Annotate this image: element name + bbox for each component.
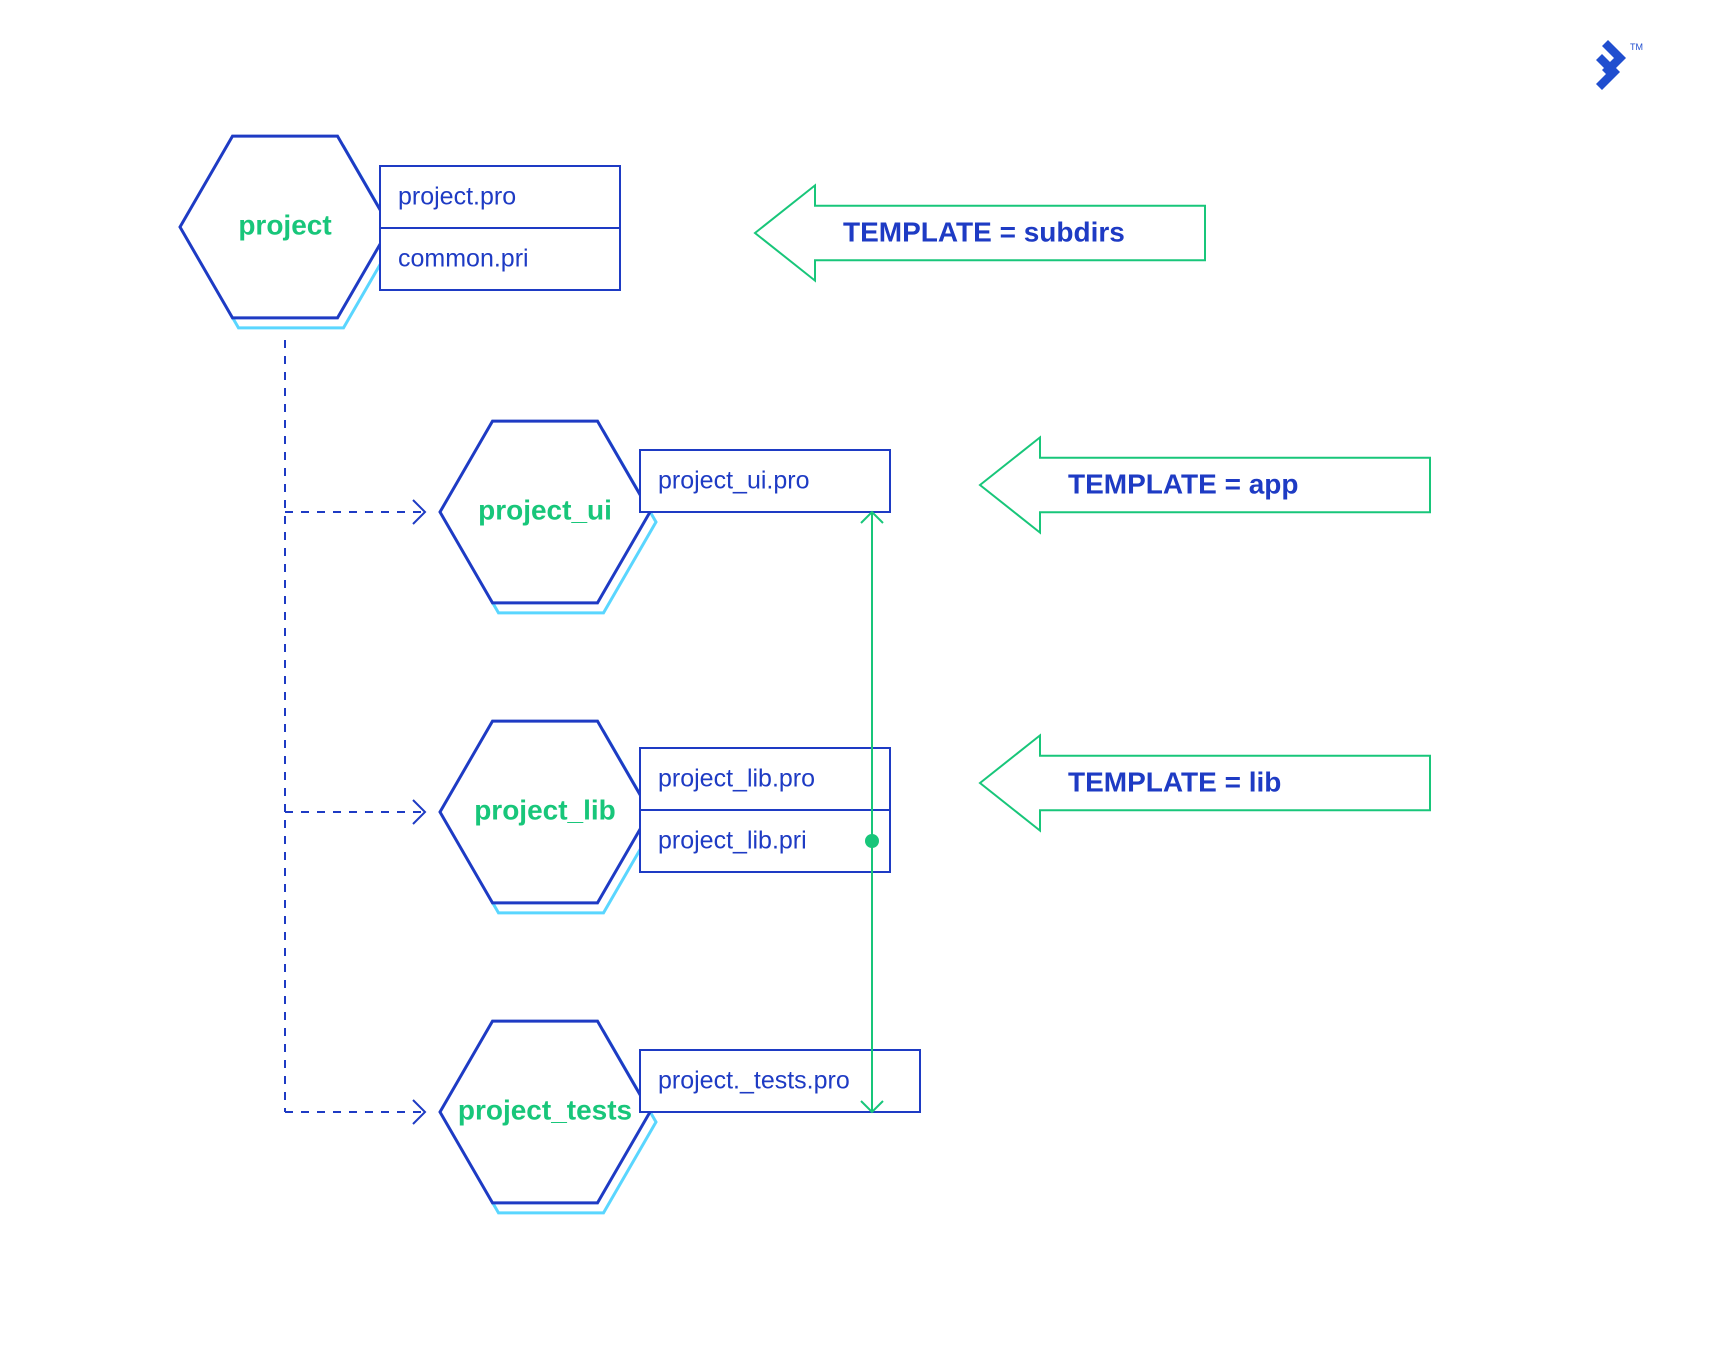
project_lib-template-label: TEMPLATE = lib	[1068, 766, 1281, 797]
project_tests-label: project_tests	[458, 1094, 632, 1125]
project_lib-label: project_lib	[474, 794, 616, 825]
project_lib-file-label-0: project_lib.pro	[658, 765, 815, 793]
project-file-label-0: project.pro	[398, 183, 516, 211]
brand-tm: TM	[1630, 42, 1643, 52]
diagram-canvas: project project.pro common.pri TEMPLATE = s…	[0, 0, 1720, 1368]
project_ui-label: project_ui	[478, 494, 612, 525]
project_tests-file-label-0: project._tests.pro	[658, 1067, 850, 1095]
project-template-label: TEMPLATE = subdirs	[843, 216, 1125, 247]
brand-logo: TM	[1596, 40, 1643, 90]
project-label: project	[238, 209, 331, 240]
project_lib-file-label-1: project_lib.pri	[658, 827, 807, 855]
project_ui-file-label-0: project_ui.pro	[658, 467, 809, 495]
project-file-label-1: common.pri	[398, 245, 529, 273]
include-dot	[865, 834, 879, 848]
project_ui-template-label: TEMPLATE = app	[1068, 468, 1299, 499]
